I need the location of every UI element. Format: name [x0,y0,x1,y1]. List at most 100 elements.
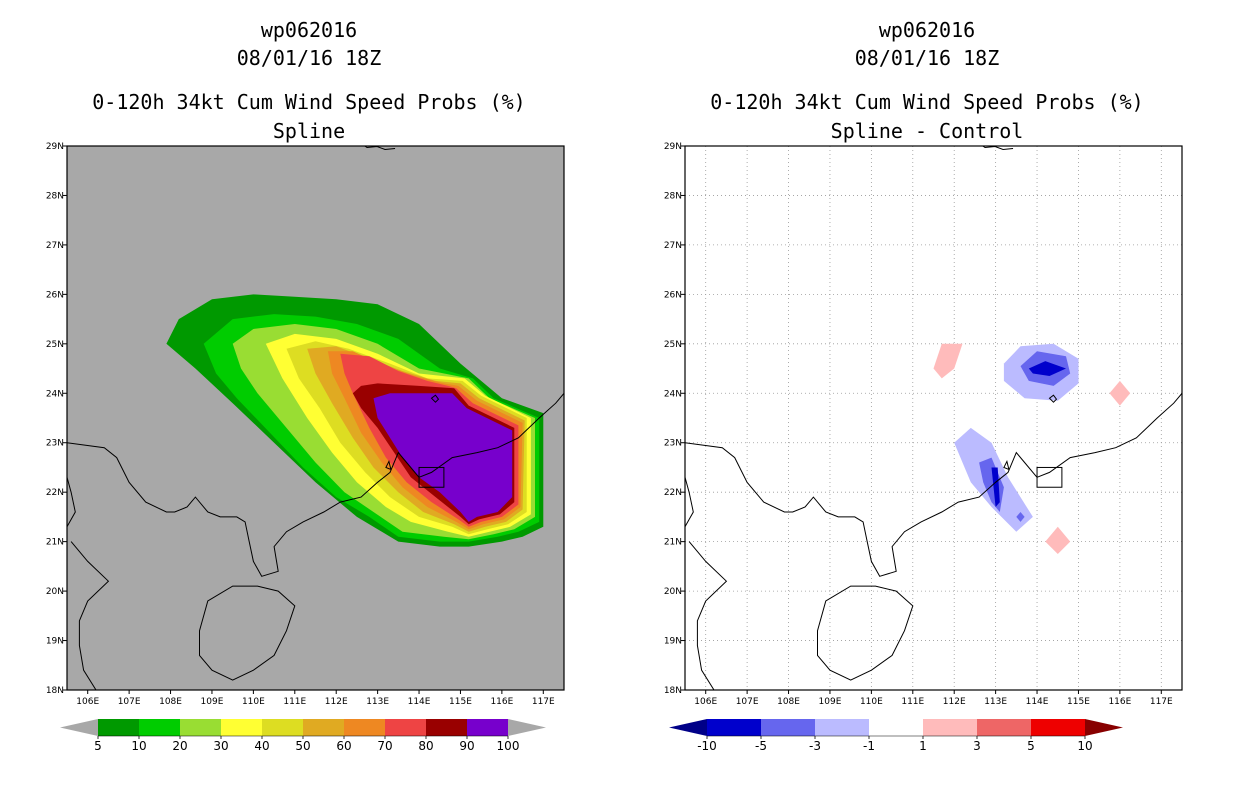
x-tick-label: 106E [694,697,717,707]
x-tick-label: 116E [1108,697,1131,707]
colorbar-label: 5 [1027,739,1035,753]
colorbar-segment [426,719,467,736]
y-tick-label: 27N [664,241,682,251]
y-tick-label: 29N [664,142,682,152]
x-tick-label: 113E [366,697,389,707]
x-tick-label: 110E [860,697,883,707]
pearl-river-estuary [385,460,392,471]
right-datetime: 08/01/16 18Z [854,46,1000,70]
x-tick-label: 109E [201,697,224,707]
colorbar-label: -3 [809,739,821,753]
x-tick-label: 107E [118,697,141,707]
colorbar-label: 10 [131,739,146,753]
colorbar-segment [344,719,385,736]
coastline [70,541,110,690]
colorbar-label: 60 [336,739,351,753]
y-tick-label: 21N [664,538,682,548]
colorbar-label: -10 [697,739,717,753]
y-tick-label: 20N [46,587,64,597]
colorbar-label: 80 [418,739,433,753]
positive-diff-area [1109,380,1131,406]
y-tick-label: 27N [46,241,64,251]
x-tick-label: 116E [490,697,513,707]
y-tick-label: 20N [664,587,682,597]
hong-kong-box [1036,466,1063,488]
colorbar-segment [385,719,426,736]
y-tick-label: 26N [46,290,64,300]
colorbar-under-arrow [60,719,98,736]
x-tick-label: 106E [76,697,99,707]
x-tick-label: 107E [736,697,759,707]
colorbar-label: 40 [254,739,269,753]
left-subtitle: Spline [272,119,346,143]
y-tick-label: 24N [46,389,64,399]
map-frame [684,145,1183,691]
colorbar-segment [221,719,262,736]
colorbar-label: -5 [755,739,767,753]
x-tick-label: 111E [901,697,924,707]
colorbar-segment [707,719,761,736]
colorbar-label: 20 [172,739,187,753]
colorbar-label: 10 [1077,739,1092,753]
y-tick-label: 19N [664,637,682,647]
y-tick-label: 25N [46,340,64,350]
x-tick-label: 114E [408,697,431,707]
y-tick-label: 23N [664,439,682,449]
colorbar-segment [761,719,815,736]
left-panel: wp062016 08/01/16 18Z 0-120h 34kt Cum Wi… [46,18,565,753]
x-tick-label: 111E [283,697,306,707]
colorbar-segment [262,719,303,736]
colorbar-segment [303,719,344,736]
coastline [67,392,564,577]
x-tick-label: 114E [1026,697,1049,707]
colorbar-segment [180,719,221,736]
right-title: 0-120h 34kt Cum Wind Speed Probs (%) [710,90,1144,114]
colorbar-label: 90 [459,739,474,753]
negative-diff-mid [1016,512,1025,522]
colorbar-segment [1031,719,1085,736]
colorbar-label: 3 [973,739,981,753]
x-tick-label: 110E [242,697,265,707]
map-frame [66,145,565,691]
y-tick-label: 18N [664,686,682,696]
colorbar-over-arrow [1085,719,1123,736]
left-storm-id: wp062016 [260,18,358,42]
colorbar-segment [977,719,1031,736]
x-tick-label: 108E [159,697,182,707]
colorbar-label: 30 [213,739,228,753]
right-panel: wp062016 08/01/16 18Z 0-120h 34kt Cum Wi… [618,0,1236,800]
colorbar-label: -1 [863,739,875,753]
colorbar-segment [467,719,508,736]
right-storm-id: wp062016 [878,18,976,42]
colorbar-segment [923,719,977,736]
right-map: 106E 107E 108E 109E 110E 111E 112E 113E 114E 115E… [664,142,1183,753]
x-tick-label: 112E [943,697,966,707]
negative-diff-core [991,467,1000,507]
left-datetime: 08/01/16 18Z [236,46,382,70]
hong-kong-box [418,466,445,488]
y-tick-label: 22N [664,488,682,498]
left-title: 0-120h 34kt Cum Wind Speed Probs (%) [92,90,526,114]
colorbar-segment [815,719,869,736]
y-tick-label: 22N [46,488,64,498]
colorbar-label: 50 [295,739,310,753]
y-tick-label: 18N [46,686,64,696]
x-tick-label: 117E [532,697,555,707]
hainan-island [817,585,914,681]
left-map: 106E 107E 108E 109E 110E 111E 112E 113E 114E 115E… [46,142,565,753]
colorbar-segment [869,719,923,736]
colorbar-over-arrow [508,719,546,736]
y-tick-label: 24N [664,389,682,399]
colorbar-label: 70 [377,739,392,753]
colorbar-label: 5 [94,739,102,753]
hainan-island [199,585,296,681]
positive-diff-area [1045,526,1071,554]
reservoir [1048,394,1058,403]
colorbar-segment [139,719,180,736]
colorbar-label: 100 [497,739,520,753]
y-tick-label: 26N [664,290,682,300]
coastline [688,541,728,690]
map-content [685,146,1182,690]
x-tick-label: 108E [777,697,800,707]
y-tick-label: 23N [46,439,64,449]
